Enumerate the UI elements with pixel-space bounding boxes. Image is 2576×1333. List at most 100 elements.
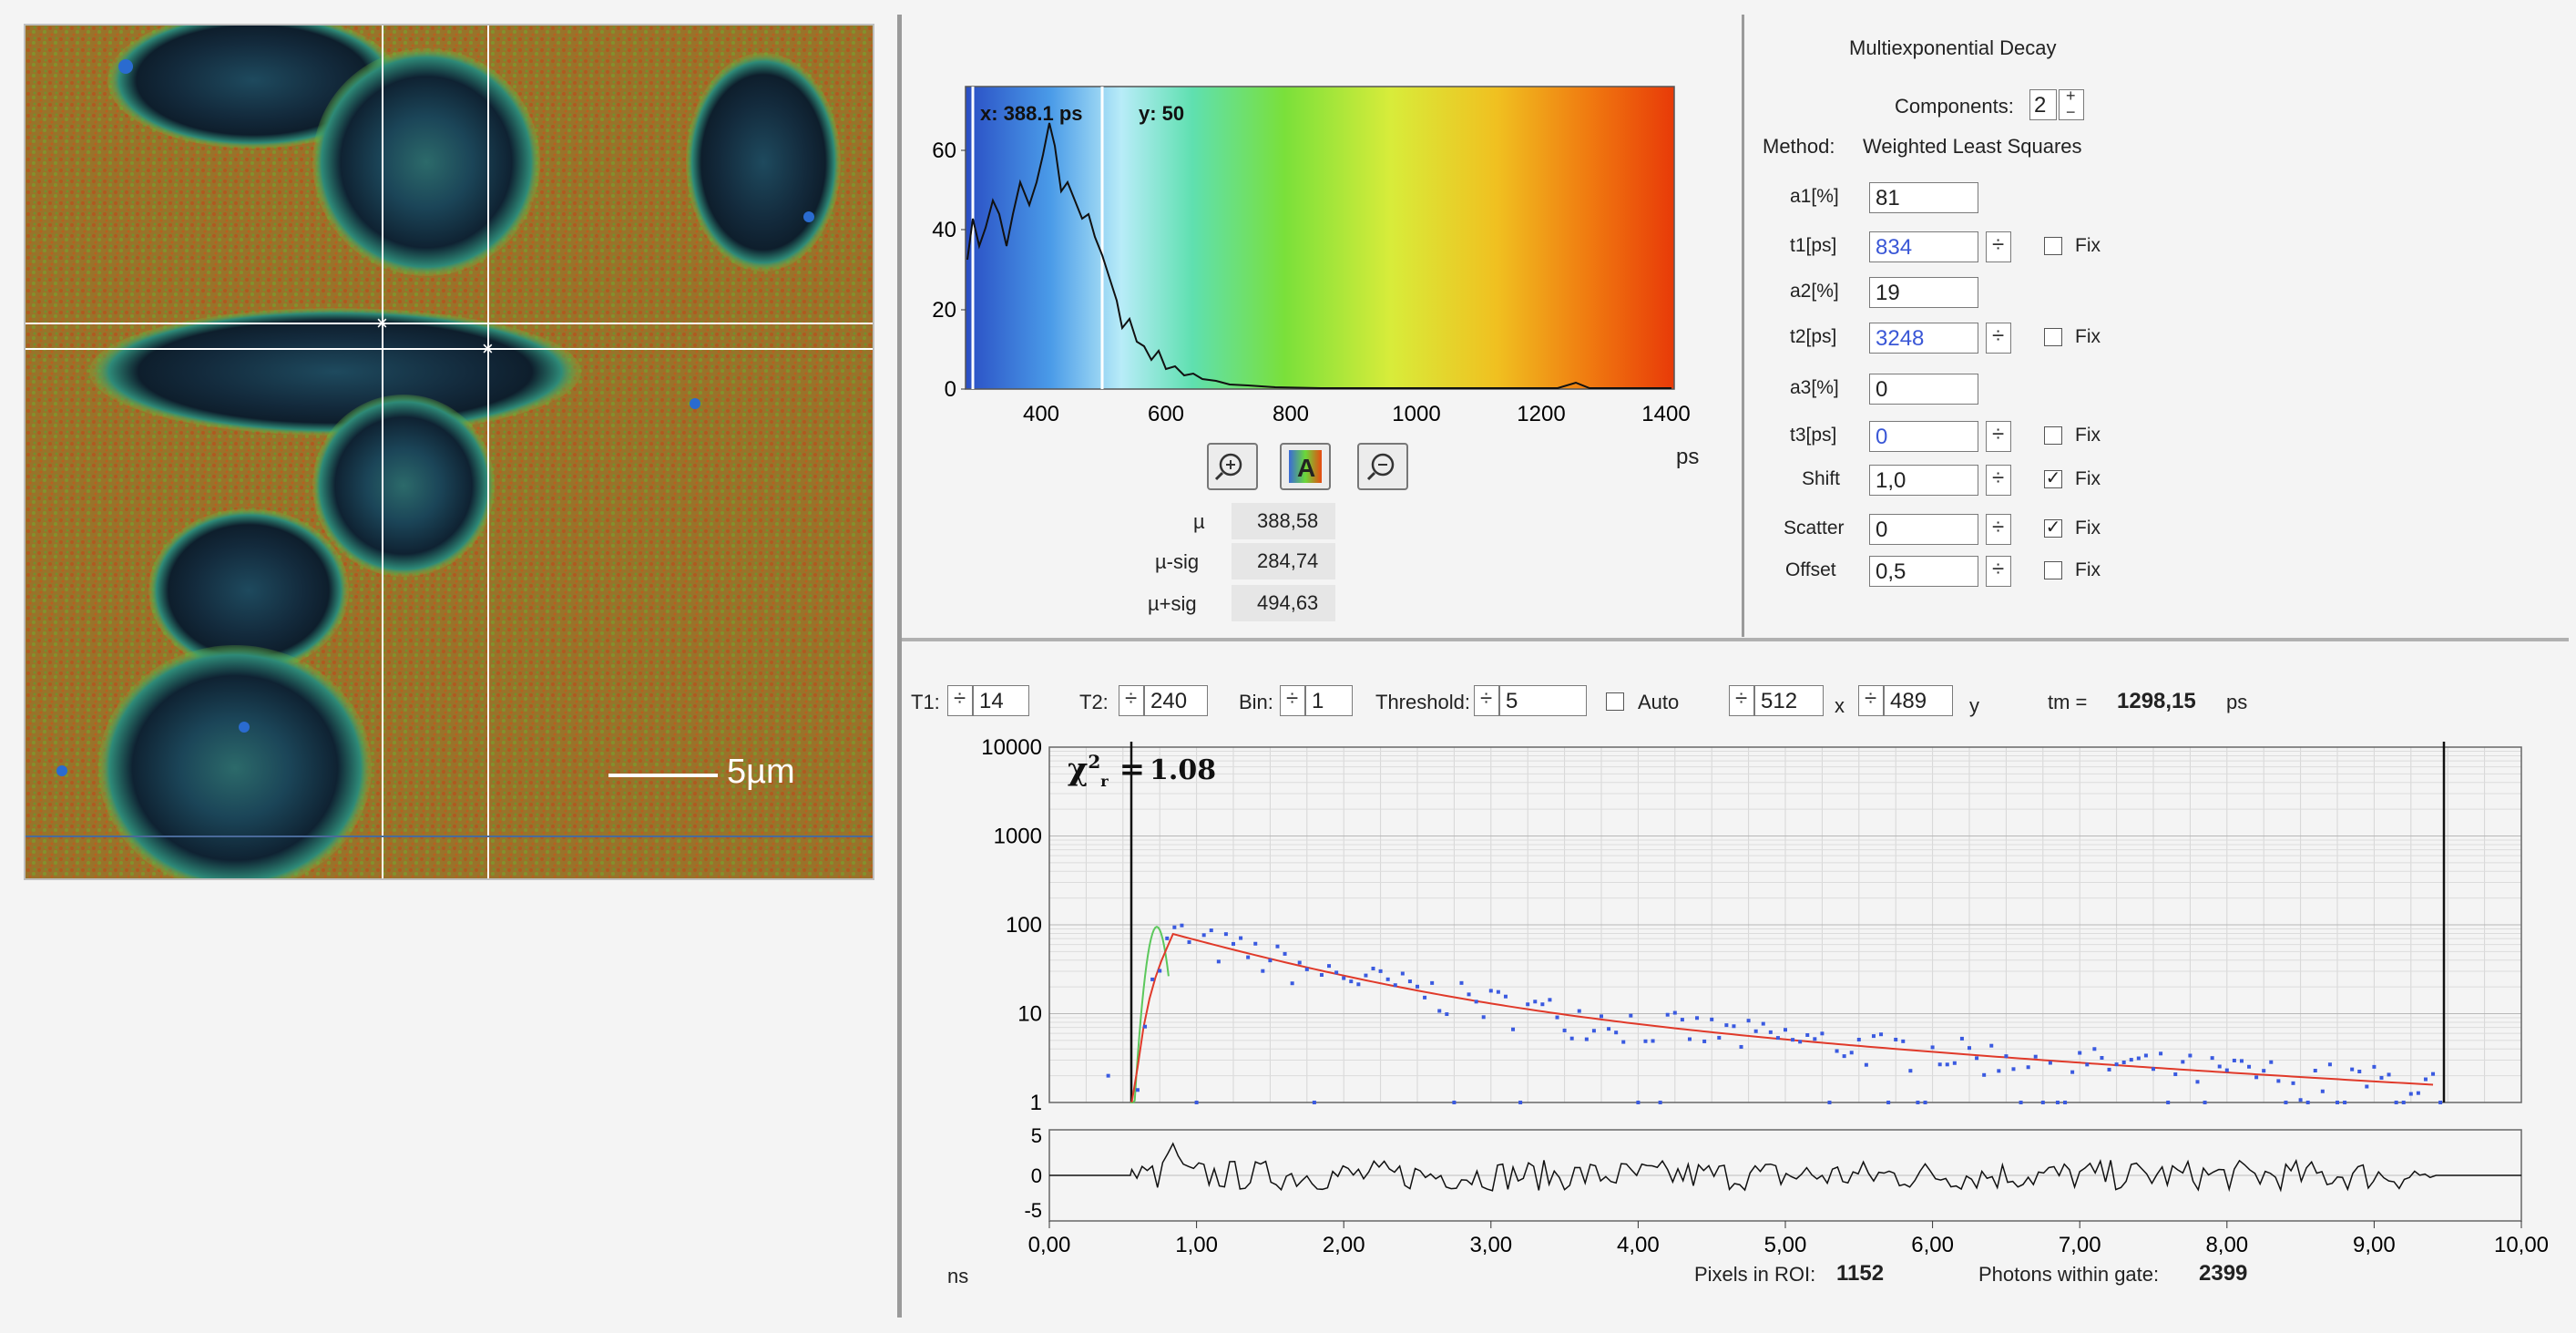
data-point <box>1304 967 1309 971</box>
data-point <box>1746 1019 1751 1023</box>
data-point <box>1879 1032 1884 1037</box>
threshold-spinner[interactable] <box>1474 685 1499 716</box>
data-point <box>1349 979 1354 984</box>
zoom-in-icon <box>1214 453 1242 481</box>
bin-spinner[interactable] <box>1280 685 1305 716</box>
fix-checkbox[interactable] <box>2044 426 2062 445</box>
t2-field[interactable]: 240 <box>1144 685 1208 716</box>
data-point <box>1400 971 1405 976</box>
t1-field[interactable]: 14 <box>973 685 1029 716</box>
decay-plot[interactable]: 10000 1000 100 10 1 5 0 -5 0,00 1,00 2,00 3,00 4,00 5… <box>911 729 2569 1287</box>
data-point <box>2372 1064 2377 1069</box>
data-point <box>2224 1068 2229 1072</box>
data-point <box>1894 1037 1898 1041</box>
y-field[interactable]: 489 <box>1884 685 1953 716</box>
data-point <box>1856 1038 1861 1042</box>
t1-spinner[interactable] <box>947 685 973 716</box>
param-spinner[interactable] <box>1986 231 2011 262</box>
data-point <box>2121 1061 2126 1065</box>
data-point <box>2320 1089 2325 1093</box>
param-spinner[interactable] <box>1986 514 2011 545</box>
data-point <box>1982 1072 1987 1077</box>
param-field[interactable]: 81 <box>1869 182 1978 213</box>
data-point <box>1423 995 1427 1000</box>
threshold-label: Threshold: <box>1375 691 1470 713</box>
fix-checkbox[interactable] <box>2044 237 2062 255</box>
panel-divider[interactable] <box>897 15 902 1318</box>
lifetime-histogram[interactable]: 60 40 20 0 400 600 800 1000 1200 1400 x: 388.1 p… <box>911 55 1712 483</box>
data-point <box>1997 1069 2001 1073</box>
param-field[interactable]: 0 <box>1869 514 1978 545</box>
histogram-y-tick: 20 <box>932 298 956 323</box>
data-point <box>2026 1065 2030 1070</box>
threshold-field[interactable]: 5 <box>1499 685 1587 716</box>
data-point <box>1312 1101 1316 1104</box>
param-field[interactable]: 834 <box>1869 231 1978 262</box>
data-point <box>2247 1064 2252 1069</box>
param-spinner[interactable] <box>1986 465 2011 496</box>
param-spinner[interactable] <box>1986 323 2011 354</box>
param-label: a3[%] <box>1790 377 1839 398</box>
data-point <box>1687 1037 1692 1041</box>
param-spinner[interactable] <box>1986 421 2011 452</box>
data-point <box>1540 1002 1545 1007</box>
param-field[interactable]: 3248 <box>1869 323 1978 354</box>
data-point <box>2173 1072 2178 1077</box>
data-point <box>1393 983 1397 988</box>
data-point <box>2159 1051 2163 1056</box>
data-point <box>1651 1039 1655 1043</box>
data-point <box>2004 1054 2009 1059</box>
histogram-x-tick: 1400 <box>1641 402 1690 426</box>
fix-checkbox[interactable]: ✓ <box>2044 468 2062 488</box>
data-point <box>1695 1016 1700 1020</box>
residual-curve <box>1049 1142 2521 1193</box>
data-point <box>1172 925 1177 929</box>
fix-checkbox[interactable] <box>2044 328 2062 346</box>
param-field[interactable]: 1,0 <box>1869 465 1978 496</box>
decay-x-tick: 8,00 <box>2205 1233 2248 1257</box>
method-value[interactable]: Weighted Least Squares <box>1863 135 2082 158</box>
decay-y-tick: 1000 <box>994 825 1042 849</box>
data-point <box>1968 1046 1971 1051</box>
data-point <box>2408 1092 2413 1096</box>
decay-y-tick: 1 <box>1030 1091 1042 1115</box>
zoom-out-button[interactable] <box>1357 443 1408 490</box>
fix-label: Fix <box>2075 326 2101 347</box>
data-point <box>1180 923 1184 928</box>
data-point <box>1849 1051 1854 1055</box>
fix-checkbox[interactable]: ✓ <box>2044 518 2062 538</box>
bin-field[interactable]: 1 <box>1305 685 1353 716</box>
auto-scale-button[interactable]: A <box>1280 443 1331 490</box>
x-spinner[interactable] <box>1729 685 1754 716</box>
horizontal-divider[interactable] <box>902 638 2569 641</box>
t2-spinner[interactable] <box>1119 685 1144 716</box>
data-point <box>1239 936 1243 940</box>
x-field[interactable]: 512 <box>1754 685 1824 716</box>
data-point <box>2431 1072 2436 1076</box>
x-axis-unit: ns <box>947 1265 969 1287</box>
data-point <box>2401 1101 2406 1104</box>
data-point <box>1835 1049 1839 1053</box>
param-spinner[interactable] <box>1986 556 2011 587</box>
svg-text:×: × <box>376 312 388 334</box>
data-point <box>2217 1064 2222 1069</box>
param-field[interactable]: 0 <box>1869 374 1978 405</box>
zoom-in-button[interactable] <box>1207 443 1258 490</box>
param-field[interactable]: 0,5 <box>1869 556 1978 587</box>
components-spinner[interactable] <box>2059 87 2084 122</box>
data-point <box>1275 944 1280 948</box>
data-point <box>1437 1009 1442 1013</box>
data-point <box>1135 1088 1140 1092</box>
param-field[interactable]: 0 <box>1869 421 1978 452</box>
flim-image[interactable]: × × <box>26 26 873 878</box>
components-field[interactable]: 2 <box>2029 89 2057 120</box>
flim-image-panel[interactable]: × × 5µm <box>24 24 874 880</box>
data-point <box>1901 1039 1906 1043</box>
y-spinner[interactable] <box>1858 685 1884 716</box>
fix-checkbox[interactable] <box>2044 561 2062 579</box>
data-point <box>1945 1062 1949 1067</box>
data-point <box>1385 977 1390 981</box>
data-point <box>2305 1101 2310 1104</box>
param-field[interactable]: 19 <box>1869 277 1978 308</box>
auto-checkbox[interactable] <box>1606 692 1624 711</box>
